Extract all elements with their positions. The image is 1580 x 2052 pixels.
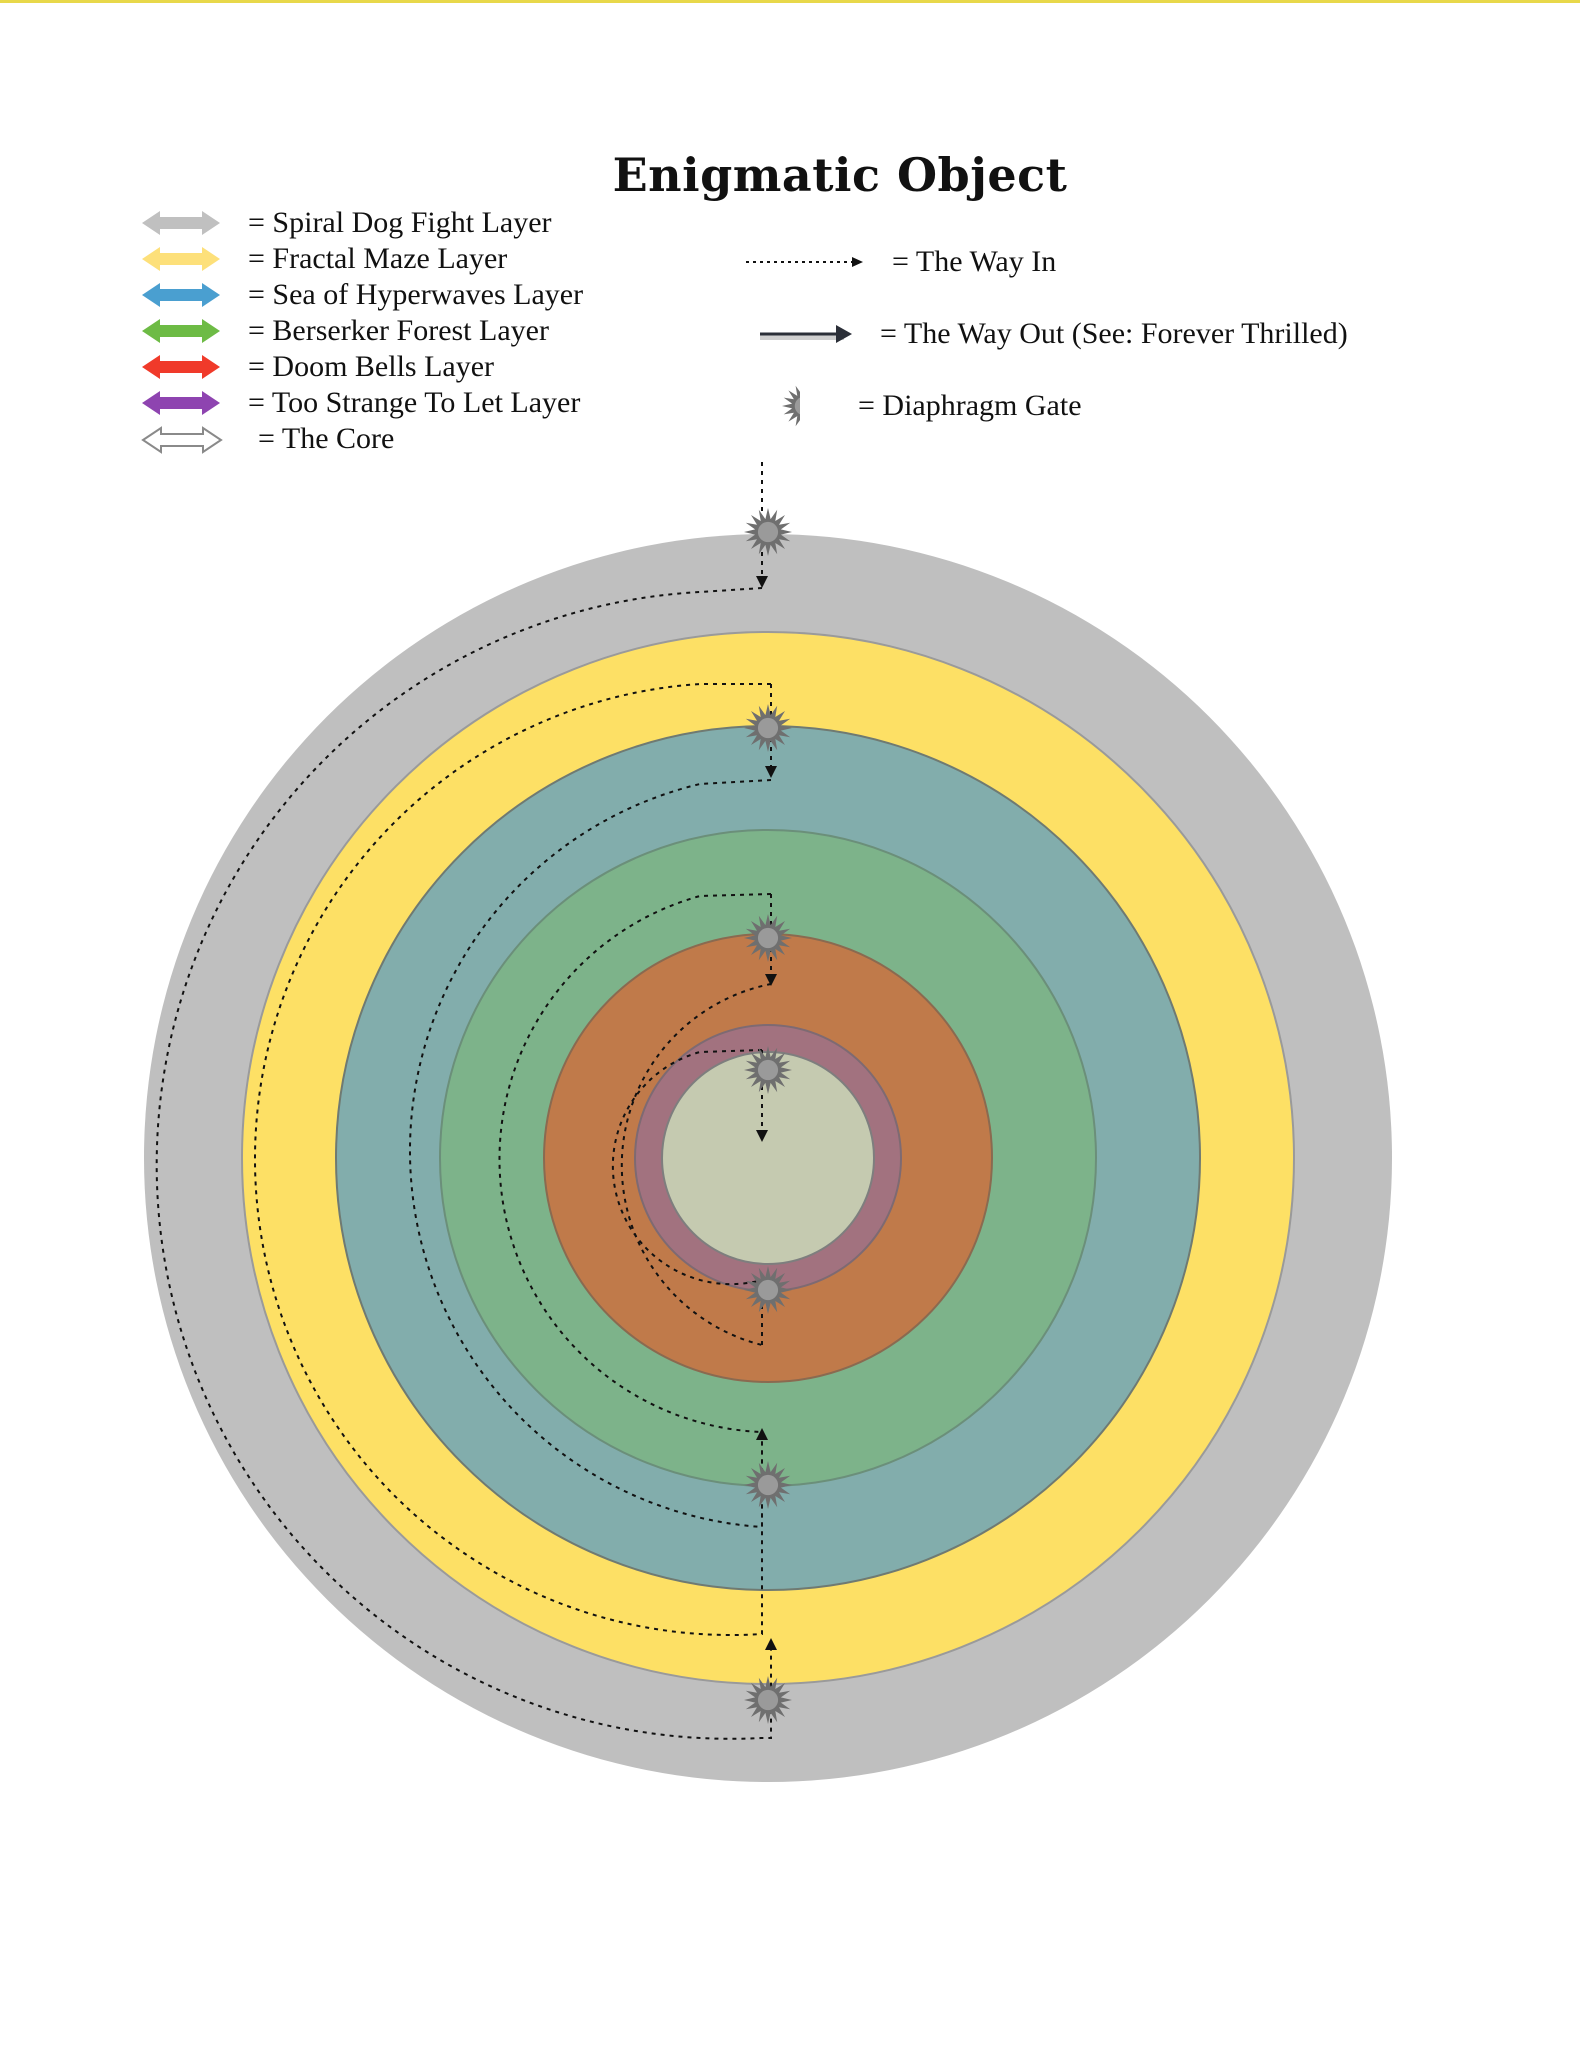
- diaphragm-gate-icon: [782, 385, 800, 427]
- legend-item-the-core: = The Core: [140, 421, 660, 457]
- double-arrow-icon: [142, 283, 220, 307]
- double-arrow-icon: [142, 211, 220, 235]
- legend-item-sea-of-hyperwaves: = Sea of Hyperwaves Layer: [140, 277, 660, 313]
- legend-label: = Sea of Hyperwaves Layer: [248, 278, 584, 311]
- fractal-loop: [254, 683, 771, 1636]
- legend-label: = Berserker Forest Layer: [248, 314, 549, 347]
- legend-label: = The Core: [258, 422, 395, 455]
- berserker-loop: [498, 893, 772, 1435]
- legend-label: = Spiral Dog Fight Layer: [248, 206, 552, 239]
- double-arrow-icon: [142, 247, 220, 271]
- dotted-arrow-icon: [746, 257, 863, 267]
- diaphragm-gate-icon: [744, 914, 792, 962]
- solid-arrow-icon: [760, 325, 852, 343]
- way-in-path: [155, 462, 772, 1740]
- dogfight-loop: [155, 587, 772, 1740]
- diaphragm-gate-icon: [782, 385, 800, 427]
- double-arrow-icon: [142, 391, 220, 415]
- diaphragm-gate-icon: [744, 704, 792, 752]
- diaphragm-gates: [744, 508, 792, 1724]
- hyperwaves-loop: [409, 779, 772, 1529]
- way-in-label: = The Way In: [892, 245, 1057, 278]
- legend-item-way-out: = The Way Out (See: Forever Thrilled): [740, 314, 1480, 354]
- legend-label: = Too Strange To Let Layer: [248, 386, 581, 419]
- double-arrow-icon: [142, 319, 220, 343]
- legend-item-berserker-forest: = Berserker Forest Layer: [140, 313, 660, 349]
- way-out-label: = The Way Out (See: Forever Thrilled): [880, 317, 1348, 350]
- legend-item-way-in: = The Way In: [740, 242, 1480, 282]
- diaphragm-gate-icon: [744, 1046, 792, 1094]
- diaphragm-gate-icon: [744, 1461, 792, 1509]
- top-rule: [0, 0, 1580, 3]
- double-arrow-icon: [142, 355, 220, 379]
- legend-label: = Doom Bells Layer: [248, 350, 495, 383]
- legend-label: = Fractal Maze Layer: [248, 242, 508, 275]
- diaphragm-gate-icon: [744, 1676, 792, 1724]
- legend-item-fractal-maze: = Fractal Maze Layer: [140, 241, 660, 277]
- diaphragm-gate-icon: [744, 508, 792, 556]
- diaphragm-gate-icon: [744, 1266, 792, 1314]
- gate-label: = Diaphragm Gate: [858, 389, 1082, 422]
- legend-item-doom-bells: = Doom Bells Layer: [140, 349, 660, 385]
- diagram-title: Enigmatic Object: [612, 148, 1068, 202]
- doom-loop: [620, 983, 772, 1346]
- legend-item-diaphragm-gate: = Diaphragm Gate: [740, 385, 1480, 427]
- legend-item-spiral-dog-fight: = Spiral Dog Fight Layer: [140, 205, 660, 241]
- legend-item-too-strange-to-let: = Too Strange To Let Layer: [140, 385, 660, 421]
- hollow-double-arrow-icon: [141, 426, 223, 454]
